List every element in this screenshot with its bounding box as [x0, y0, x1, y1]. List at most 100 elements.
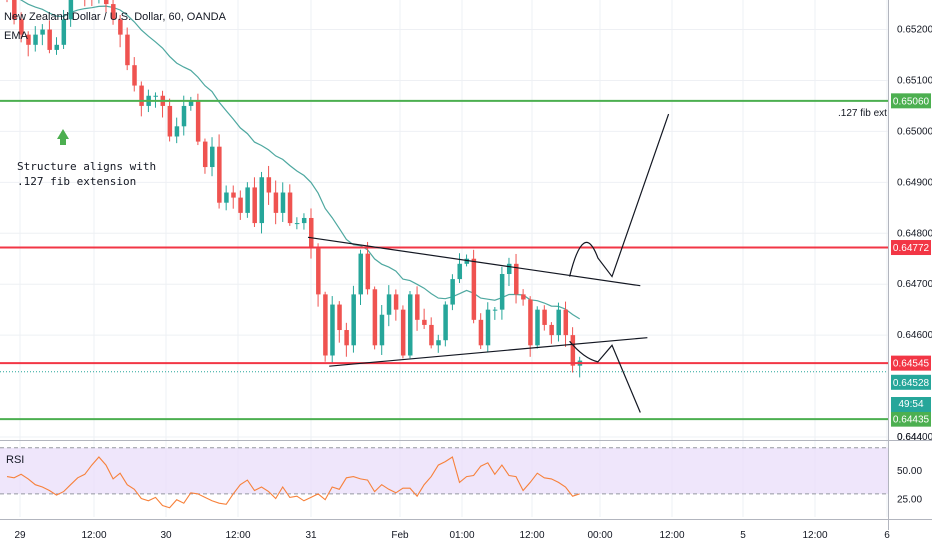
- candle-bullish[interactable]: [224, 192, 229, 203]
- candle-bullish[interactable]: [386, 294, 392, 315]
- candle-bearish[interactable]: [273, 192, 279, 213]
- candle-bearish[interactable]: [514, 263, 519, 295]
- candle-bearish[interactable]: [19, 19, 24, 35]
- candle-bullish[interactable]: [457, 263, 462, 280]
- candle-bearish[interactable]: [429, 324, 434, 346]
- candle-bearish[interactable]: [202, 141, 208, 168]
- candle-bearish[interactable]: [139, 85, 144, 106]
- candle-bullish[interactable]: [181, 105, 187, 127]
- price-axis-tick: 0.64600: [897, 330, 932, 341]
- candle-bearish[interactable]: [521, 294, 526, 300]
- candle-bullish[interactable]: [61, 19, 67, 45]
- time-axis-tick: 29: [14, 530, 26, 541]
- level-price-label: 0.64772: [893, 243, 930, 254]
- candle-bullish[interactable]: [188, 100, 194, 106]
- candle-bearish[interactable]: [415, 294, 420, 320]
- rsi-indicator-label[interactable]: RSI: [6, 454, 25, 466]
- candle-bearish[interactable]: [231, 192, 236, 198]
- level-price-tag: [891, 240, 931, 256]
- candle-bullish[interactable]: [210, 146, 215, 168]
- price-axis-tick: 0.65000: [897, 126, 932, 137]
- trendline-upper[interactable]: [307, 236, 641, 287]
- time-axis-tick: 12:00: [81, 530, 106, 541]
- candle-bearish[interactable]: [316, 248, 321, 295]
- candle-bearish[interactable]: [471, 258, 477, 320]
- chart-symbol-title: New Zealand Dollar / U.S. Dollar, 60, OA…: [4, 11, 226, 23]
- candle-bearish[interactable]: [287, 192, 293, 224]
- candle-bearish[interactable]: [309, 217, 314, 249]
- candle-bullish[interactable]: [358, 253, 364, 295]
- candle-bearish[interactable]: [47, 29, 52, 50]
- candle-bearish[interactable]: [372, 289, 378, 346]
- candle-bearish[interactable]: [12, 0, 17, 20]
- candle-bullish[interactable]: [464, 258, 470, 264]
- ema-indicator-label[interactable]: EMA: [4, 30, 28, 42]
- candle-bearish[interactable]: [393, 294, 399, 310]
- candle-bullish[interactable]: [379, 314, 385, 346]
- candle-bearish[interactable]: [542, 309, 547, 325]
- time-axis-tick: 12:00: [225, 530, 250, 541]
- level-price-label: 0.64435: [893, 415, 930, 426]
- candle-bullish[interactable]: [174, 126, 180, 137]
- candle-bullish[interactable]: [245, 187, 250, 213]
- projection-bearish[interactable]: [569, 340, 641, 413]
- candle-bullish[interactable]: [54, 44, 59, 50]
- candle-bearish[interactable]: [167, 105, 173, 137]
- candle-bearish[interactable]: [238, 197, 243, 213]
- candle-bearish[interactable]: [528, 299, 533, 346]
- time-axis-tick: 31: [305, 530, 317, 541]
- level-price-label: 0.65060: [893, 96, 930, 107]
- candle-bullish[interactable]: [33, 34, 38, 45]
- candle-bearish[interactable]: [478, 319, 484, 346]
- candle-bearish[interactable]: [217, 146, 222, 203]
- bar-countdown: 49:54: [891, 397, 931, 412]
- candle-bearish[interactable]: [400, 309, 406, 356]
- candle-bullish[interactable]: [68, 0, 74, 20]
- candle-bearish[interactable]: [344, 330, 349, 346]
- candle-bullish[interactable]: [153, 95, 158, 97]
- candle-bullish[interactable]: [492, 309, 498, 311]
- candle-bullish[interactable]: [330, 304, 335, 356]
- candle-bullish[interactable]: [280, 192, 286, 213]
- candle-bullish[interactable]: [556, 309, 561, 336]
- price-axis-tick: 0.64700: [897, 279, 932, 290]
- trendline-lower[interactable]: [329, 337, 648, 367]
- time-axis-tick: 12:00: [802, 530, 827, 541]
- candle-bearish[interactable]: [132, 65, 137, 86]
- candle-bullish[interactable]: [407, 294, 413, 356]
- time-axis-tick: 00:00: [587, 530, 612, 541]
- candle-bullish[interactable]: [535, 309, 540, 346]
- candle-bullish[interactable]: [301, 217, 307, 224]
- candle-bearish[interactable]: [323, 294, 328, 356]
- candle-bullish[interactable]: [294, 223, 300, 225]
- candle-bearish[interactable]: [103, 0, 109, 5]
- candle-bearish[interactable]: [365, 253, 371, 290]
- rsi-band: [0, 447, 888, 494]
- candle-bullish[interactable]: [485, 309, 491, 346]
- candle-bearish[interactable]: [125, 34, 130, 66]
- candle-bullish[interactable]: [506, 263, 512, 275]
- candle-bearish[interactable]: [111, 4, 116, 20]
- candle-bullish[interactable]: [443, 304, 448, 341]
- candle-bearish[interactable]: [118, 19, 123, 35]
- level-price-tag: [891, 355, 931, 371]
- candle-bullish[interactable]: [436, 340, 441, 346]
- candle-bullish[interactable]: [351, 294, 356, 346]
- candle-bearish[interactable]: [570, 335, 576, 366]
- candle-bearish[interactable]: [266, 177, 272, 193]
- candle-bearish[interactable]: [26, 34, 31, 45]
- projection-bullish[interactable]: [569, 113, 670, 278]
- candle-bearish[interactable]: [549, 324, 554, 336]
- price-axis-tick-partial: 0.644: [897, 432, 922, 443]
- candle-bearish[interactable]: [422, 319, 427, 325]
- candle-bearish[interactable]: [195, 100, 201, 142]
- candle-bullish[interactable]: [450, 279, 455, 305]
- candle-bullish[interactable]: [259, 177, 265, 224]
- candle-bullish[interactable]: [40, 29, 45, 35]
- price-axis-tick: 0.64800: [897, 228, 932, 239]
- candle-bullish[interactable]: [499, 274, 505, 310]
- candle-bearish[interactable]: [252, 187, 257, 224]
- candle-bearish[interactable]: [563, 309, 569, 336]
- candle-bearish[interactable]: [337, 304, 342, 331]
